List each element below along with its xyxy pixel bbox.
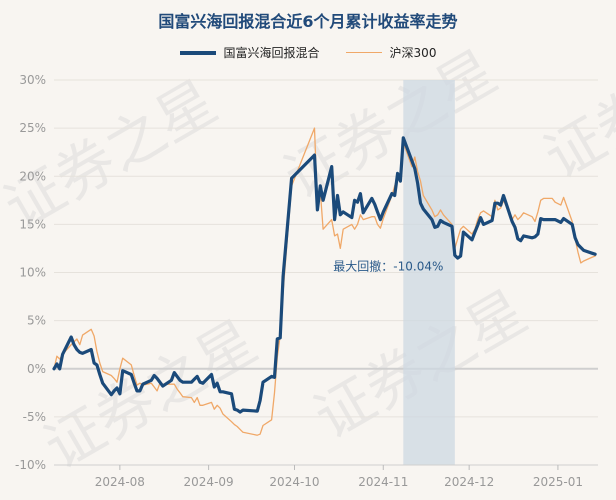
chart-title: 国富兴海回报混合近6个月累计收益率走势 <box>158 12 458 31</box>
drawdown-shade <box>403 80 455 465</box>
watermark-text: 证券之星 <box>273 37 508 212</box>
x-tick-label: 2024-11 <box>358 475 408 489</box>
series-line-fund <box>52 136 597 414</box>
x-tick-label: 2024-12 <box>444 475 494 489</box>
legend-item-index[interactable]: 沪深300 <box>345 44 437 61</box>
y-tick-label: 15% <box>19 217 46 231</box>
legend-swatch-index <box>345 52 382 53</box>
watermark-group: 证券之星证券之星证券之星证券之星证券之星 <box>0 17 616 482</box>
y-tick-label: -5% <box>23 410 46 424</box>
y-tick-label: 0% <box>27 362 46 376</box>
legend-label-index: 沪深300 <box>389 46 437 60</box>
watermark-text: 证券之星 <box>533 17 616 192</box>
legend-swatch-fund <box>179 50 216 55</box>
y-tick-label: 30% <box>19 73 46 87</box>
legend-label-fund: 国富兴海回报混合 <box>223 46 320 60</box>
y-tick-label: 10% <box>19 266 46 280</box>
x-tick-label: 2024-09 <box>184 475 234 489</box>
y-tick-label: 25% <box>19 121 46 135</box>
x-tick-label: 2024-08 <box>95 475 145 489</box>
drawdown-label: 最大回撤：-10.04% <box>333 259 443 274</box>
x-tick-label: 2024-10 <box>269 475 319 489</box>
watermark-text: 证券之星 <box>0 67 228 242</box>
chart-legend: 国富兴海回报混合 沪深300 <box>0 44 616 61</box>
legend-item-fund[interactable]: 国富兴海回报混合 <box>179 44 320 61</box>
y-tick-label: 5% <box>27 314 46 328</box>
x-tick-label: 2025-01 <box>533 475 583 489</box>
y-tick-label: -10% <box>15 458 46 472</box>
y-tick-label: 20% <box>19 169 46 183</box>
